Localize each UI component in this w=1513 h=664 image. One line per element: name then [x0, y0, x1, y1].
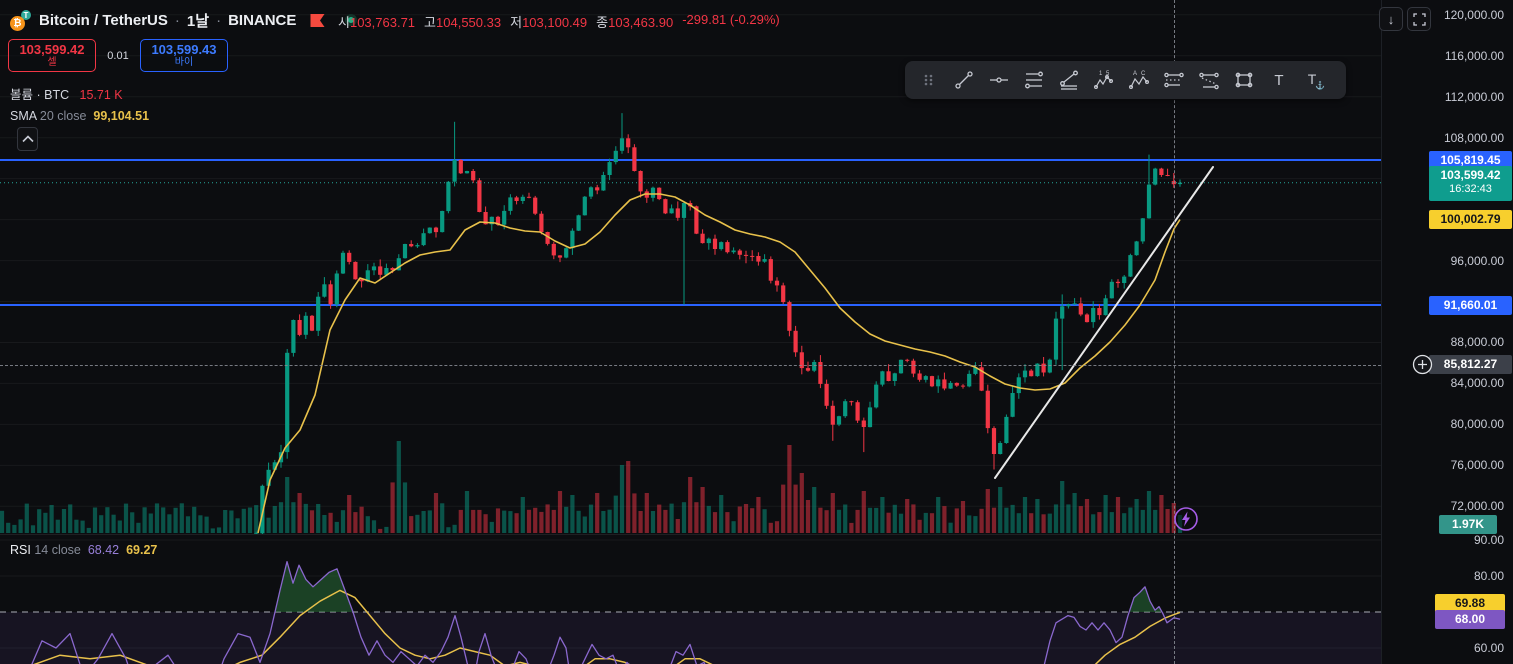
flag-icon[interactable] — [309, 13, 326, 28]
ohlc-item: 고104,550.33 — [424, 15, 502, 30]
tool-disjoint-channel-icon[interactable] — [1191, 64, 1226, 96]
maximize-pane-button[interactable] — [1407, 7, 1431, 31]
scroll-to-realtime-button[interactable]: ↓ — [1379, 7, 1403, 31]
ohlc-item: 저103,100.49 — [510, 15, 588, 30]
symbol-pair-icon: T ₿ — [10, 9, 32, 31]
tool-drag-handle-icon[interactable] — [911, 64, 946, 96]
price-tick-label: 80,000.00 — [1450, 417, 1504, 431]
interval-selector[interactable]: 1날 — [186, 12, 210, 30]
exchange-name: BINANCE — [228, 11, 297, 29]
ohlc-data-row: 시103,763.71 고104,550.33 저103,100.49 종103,46… — [338, 12, 780, 31]
crosshair-horizontal-line — [0, 365, 1381, 366]
bitcoin-icon: ₿ — [10, 16, 25, 31]
price-tick-label: 112,000.00 — [1444, 90, 1504, 104]
volume-value-badge: 1.97K — [1439, 515, 1497, 534]
rsi-pane-canvas[interactable] — [0, 534, 1381, 664]
tool-anchored-text-icon[interactable]: T ⚓ — [1296, 64, 1331, 96]
rsi-ma-badge: 69.88 — [1435, 594, 1505, 613]
crosshair-price-badge: 85,812.27 — [1429, 355, 1512, 374]
tool-horizontal-line-icon[interactable] — [981, 64, 1016, 96]
sma-value: 99,104.51 — [93, 109, 150, 123]
svg-text:A: A — [1133, 71, 1137, 77]
symbol-title[interactable]: Bitcoin / TetherUS — [39, 11, 168, 29]
svg-text:T: T — [1274, 72, 1283, 89]
rsi-ma-value: 69.27 — [126, 543, 158, 557]
price-scale[interactable]: 120,000.00 116,000.00 112,000.00 108,000.00… — [1381, 0, 1513, 664]
price-tick-label: 72,000.00 — [1450, 499, 1504, 513]
sma-legend[interactable]: SMA 20 close 99,104.51 — [10, 109, 150, 123]
svg-text:⚓: ⚓ — [1315, 80, 1325, 90]
rsi-line-badge: 68.00 — [1435, 610, 1505, 629]
price-tick-label: 116,000.00 — [1444, 49, 1504, 63]
ohlc-item: 종103,463.90 — [596, 15, 674, 30]
market-status-dot[interactable] — [345, 14, 358, 26]
alert-level-badge-lower: 91,660.01 — [1429, 296, 1512, 315]
svg-text:C: C — [1141, 71, 1146, 77]
volume-value: 15.71 K — [79, 88, 123, 102]
price-tick-label: 76,000.00 — [1450, 458, 1504, 472]
ohlc-item: 시103,763.71 — [338, 15, 416, 30]
tool-trend-line-icon[interactable] — [946, 64, 981, 96]
rsi-tick-label: 60.00 — [1473, 641, 1504, 655]
price-chart-canvas[interactable] — [0, 0, 1381, 534]
price-tick-label: 96,000.00 — [1450, 254, 1504, 268]
svg-text:1: 1 — [1099, 71, 1103, 77]
buy-button[interactable]: 103,599.43 바이 — [140, 39, 228, 72]
tool-rectangle-icon[interactable] — [1226, 64, 1261, 96]
tool-trend-based-fib-icon[interactable] — [1051, 64, 1086, 96]
tool-fib-retracement-icon[interactable] — [1016, 64, 1051, 96]
svg-text:T: T — [1307, 71, 1316, 87]
sma-value-badge: 100,002.79 — [1429, 210, 1512, 229]
svg-text:5: 5 — [1106, 71, 1110, 77]
alert-level-badge-upper: 105,819.45 — [1429, 151, 1512, 170]
price-tick-label: 108,000.00 — [1443, 131, 1504, 145]
crosshair-vertical-line — [1174, 0, 1175, 664]
last-price-badge: 103,599.42 16:32:43 — [1429, 166, 1512, 201]
sell-button[interactable]: 103,599.42 셀 — [8, 39, 96, 72]
rsi-legend[interactable]: RSI 14 close 68.42 69.27 — [10, 543, 158, 557]
quick-trade-lightning-icon[interactable] — [1172, 505, 1200, 533]
price-tick-label: 88,000.00 — [1450, 335, 1504, 349]
tool-text-icon[interactable]: T — [1261, 64, 1296, 96]
tool-parallel-channel-icon[interactable] — [1156, 64, 1191, 96]
rsi-tick-label: 90.00 — [1473, 533, 1504, 547]
collapse-legend-button[interactable] — [17, 127, 38, 151]
add-alert-plus-icon[interactable] — [1412, 354, 1433, 375]
price-tick-label: 84,000.00 — [1450, 376, 1504, 390]
countdown-timer: 16:32:43 — [1449, 183, 1492, 195]
price-change: -299.81 (-0.29%) — [682, 12, 780, 27]
price-tick-label: 120,000.00 — [1443, 8, 1504, 22]
drawing-toolbar: 1 5 A C T T ⚓ — [905, 61, 1346, 99]
spread-value: 0.01 — [107, 49, 129, 62]
rsi-line-value: 68.42 — [87, 543, 120, 557]
volume-legend[interactable]: 볼륨 · BTC 15.71 K — [10, 88, 123, 102]
rsi-tick-label: 80.00 — [1473, 569, 1504, 583]
